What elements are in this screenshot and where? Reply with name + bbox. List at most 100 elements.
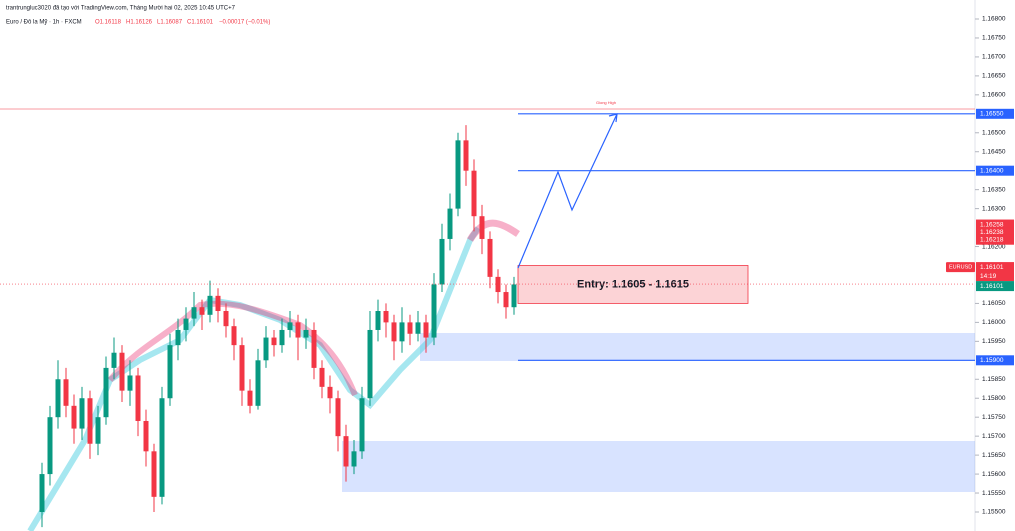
- candle-body: [263, 337, 269, 361]
- bid-tag: [976, 281, 1014, 292]
- price-label: 1.16600: [982, 92, 1006, 99]
- candle-body: [343, 436, 349, 467]
- candle-body: [479, 216, 485, 239]
- price-label: 1.16700: [982, 54, 1006, 61]
- price-label: 1.15650: [982, 452, 1006, 459]
- candle-body: [167, 345, 173, 399]
- candle-body: [295, 322, 301, 338]
- candle-body: [215, 295, 221, 312]
- candle-body: [351, 451, 357, 467]
- candle-body: [415, 322, 421, 334]
- price-tag-label: 1.15900: [980, 357, 1004, 364]
- demand-zone: [420, 333, 975, 361]
- price-tag: [976, 219, 1014, 230]
- price-label: 1.15800: [982, 395, 1006, 402]
- candle-body: [431, 284, 437, 338]
- price-label: 1.15500: [982, 509, 1006, 516]
- price-label: 1.16500: [982, 129, 1006, 136]
- countdown: 14:19: [980, 273, 997, 280]
- candle-body: [287, 322, 293, 330]
- candle-body: [255, 360, 261, 406]
- price-label: 1.15550: [982, 490, 1006, 497]
- candle-body: [39, 474, 45, 512]
- candle-body: [143, 420, 149, 452]
- candle-body: [407, 322, 413, 334]
- candle-body: [175, 329, 181, 346]
- candle-body: [391, 322, 397, 342]
- candle-body: [159, 398, 165, 497]
- candle-body: [95, 417, 101, 444]
- price-tag: [976, 227, 1014, 238]
- price-tag-label: 1.16400: [980, 167, 1004, 174]
- price-label: 1.16300: [982, 205, 1006, 212]
- close: C1.16101: [187, 20, 214, 26]
- candle-body: [103, 367, 109, 418]
- candle-body: [231, 326, 237, 346]
- last-price-label: 1.16101: [980, 264, 1004, 271]
- candle-body: [367, 329, 373, 399]
- candle-body: [247, 390, 253, 406]
- low: L1.16087: [157, 20, 183, 26]
- price-tag: [976, 355, 1014, 366]
- last-price-tag: [976, 262, 1014, 282]
- candle-body: [463, 140, 469, 171]
- projection-arrow: [517, 113, 618, 269]
- candle-body: [439, 238, 445, 285]
- candle-body: [503, 292, 509, 308]
- price-label: 1.15600: [982, 471, 1006, 478]
- price-tag-label: 1.16218: [980, 236, 1004, 243]
- candle-body: [303, 329, 309, 338]
- candle-body: [151, 451, 157, 497]
- candle-body: [383, 311, 389, 323]
- candle-body: [199, 307, 205, 315]
- candle-body: [511, 284, 517, 308]
- symbol: Euro / Đô la Mỹ · 1h · FXCM: [6, 20, 82, 26]
- candle-body: [399, 322, 405, 342]
- price-label: 1.15700: [982, 433, 1006, 440]
- candle-body: [495, 276, 501, 293]
- change: −0.00017 (−0.01%): [219, 20, 270, 26]
- demand-zone: [342, 441, 975, 492]
- high: H1.16126: [126, 20, 153, 26]
- candle-body: [271, 337, 277, 346]
- candle-body: [111, 352, 117, 368]
- price-label: 1.16050: [982, 300, 1006, 307]
- candle-body: [375, 311, 381, 330]
- entry-zone: [517, 265, 749, 304]
- candle-body: [359, 398, 365, 452]
- candle-body: [87, 398, 93, 444]
- price-label: 1.16800: [982, 16, 1006, 23]
- candle-body: [319, 367, 325, 387]
- price-tag: [976, 165, 1014, 176]
- price-label: 1.15750: [982, 414, 1006, 421]
- candle-body: [447, 208, 453, 239]
- ma-band: [107, 300, 358, 397]
- price-tag-label: 1.16258: [980, 221, 1004, 228]
- bid-label: 1.16101: [980, 283, 1004, 290]
- open: O1.16118: [95, 20, 122, 26]
- candle-body: [423, 322, 429, 338]
- price-tag: [976, 234, 1014, 245]
- candle-body: [135, 375, 141, 421]
- candle-body: [327, 386, 333, 399]
- candle-body: [239, 345, 245, 391]
- candle-body: [63, 379, 69, 406]
- candle-body: [207, 295, 213, 315]
- candle-body: [223, 311, 229, 327]
- price-label: 1.16650: [982, 73, 1006, 80]
- candle-body: [279, 329, 285, 346]
- price-label: 1.15850: [982, 376, 1006, 383]
- price-tag: [976, 108, 1014, 119]
- credit: trantrungluc3020 đã tạo với TradingView.…: [6, 6, 236, 12]
- candle-body: [55, 379, 61, 418]
- price-tag-label: 1.16238: [980, 229, 1004, 236]
- price-label: 1.16350: [982, 186, 1006, 193]
- candle-body: [119, 352, 125, 391]
- price-tag-label: 1.16550: [980, 111, 1004, 118]
- price-label: 1.16200: [982, 243, 1006, 250]
- symbol-tag-label: EURUSD: [949, 265, 972, 271]
- candle-body: [127, 375, 133, 391]
- ma-band: [466, 219, 520, 242]
